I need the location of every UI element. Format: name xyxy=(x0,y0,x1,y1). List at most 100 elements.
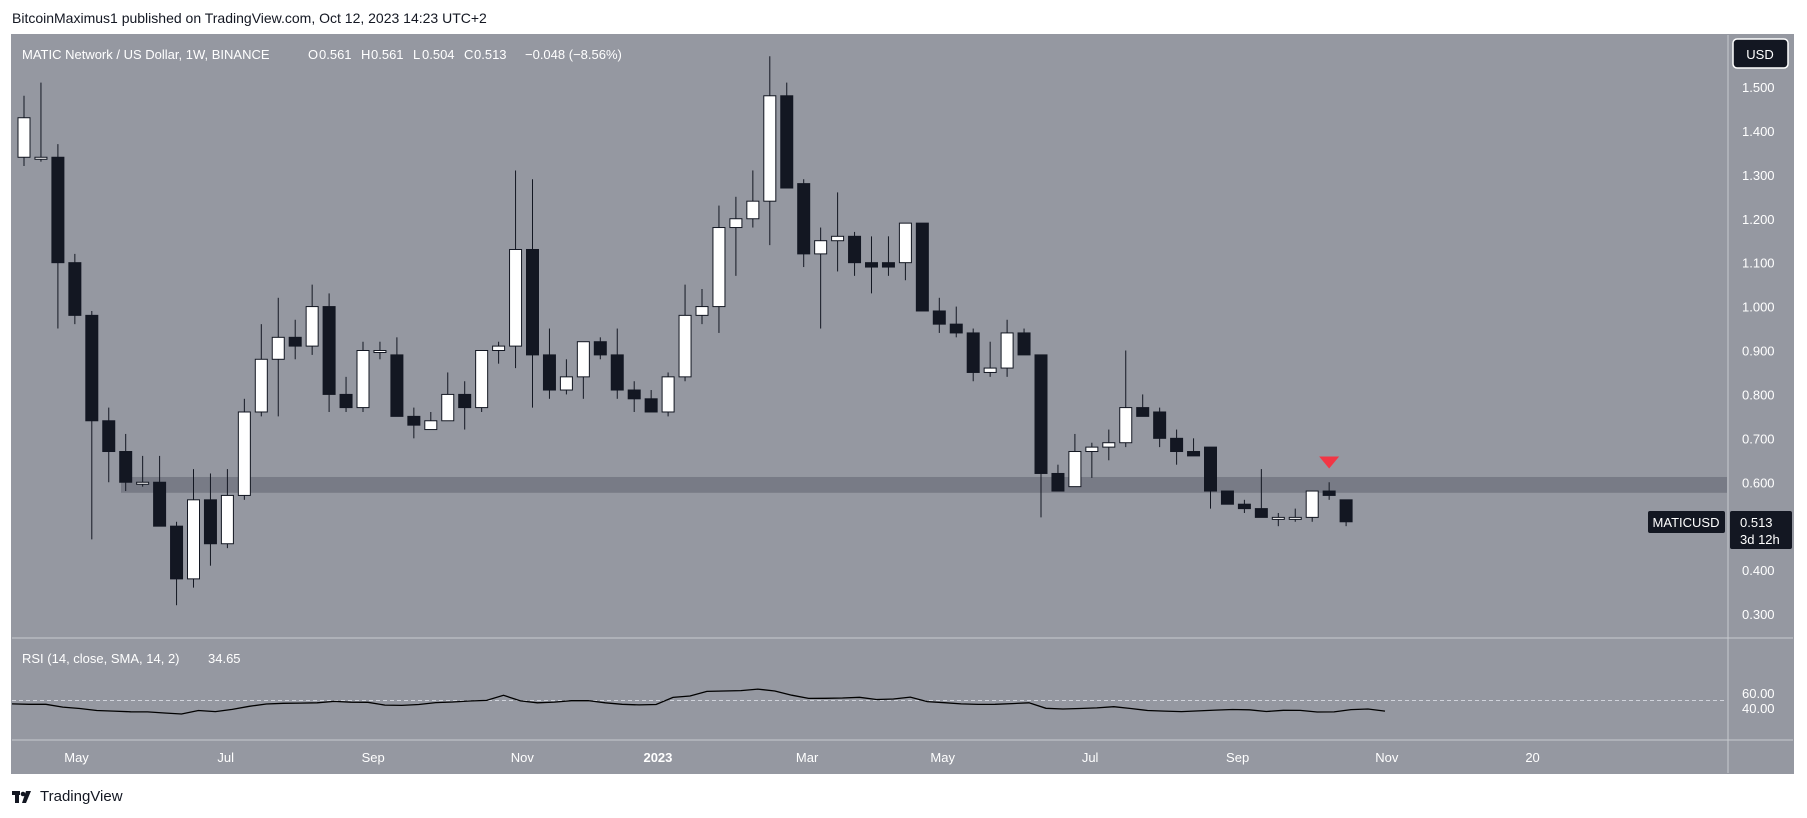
candle[interactable] xyxy=(1017,328,1031,356)
candle[interactable] xyxy=(1187,438,1201,457)
candle[interactable] xyxy=(865,236,878,294)
candle[interactable] xyxy=(1085,442,1099,478)
candle-body-down xyxy=(1220,490,1234,505)
candle[interactable] xyxy=(85,310,99,540)
candle[interactable] xyxy=(441,372,455,422)
candle[interactable] xyxy=(526,179,539,408)
currency-button[interactable] xyxy=(1732,38,1789,69)
ohlc-low-label: L xyxy=(413,47,420,62)
price-pane[interactable] xyxy=(12,35,1728,637)
candle[interactable] xyxy=(339,376,353,412)
candle[interactable] xyxy=(34,82,48,162)
candle[interactable] xyxy=(1220,490,1234,505)
candle[interactable] xyxy=(1136,394,1150,417)
rsi-scale[interactable] xyxy=(1729,639,1793,739)
candle[interactable] xyxy=(322,293,336,412)
candle[interactable] xyxy=(881,236,895,276)
candle-body-down xyxy=(119,451,133,483)
candle[interactable] xyxy=(644,390,658,413)
candle[interactable] xyxy=(780,82,794,189)
time-axis[interactable] xyxy=(12,741,1793,773)
candle[interactable] xyxy=(1271,512,1285,527)
candle[interactable] xyxy=(1034,354,1048,518)
candle[interactable] xyxy=(51,144,65,329)
candle[interactable] xyxy=(729,196,743,276)
candle[interactable] xyxy=(220,469,234,549)
candle[interactable] xyxy=(712,205,726,333)
candle[interactable] xyxy=(492,341,506,364)
candle-body-up xyxy=(729,218,743,229)
candle[interactable] xyxy=(763,56,777,246)
candle[interactable] xyxy=(424,411,438,431)
candle[interactable] xyxy=(509,170,523,369)
candle[interactable] xyxy=(678,284,692,382)
candle[interactable] xyxy=(1254,469,1268,518)
candle[interactable] xyxy=(102,407,116,483)
candle[interactable] xyxy=(187,469,200,588)
candle[interactable] xyxy=(627,381,641,412)
candle[interactable] xyxy=(1119,350,1133,448)
candle[interactable] xyxy=(559,359,573,395)
candle[interactable] xyxy=(237,398,251,500)
candle-body-down xyxy=(68,262,82,316)
candle[interactable] xyxy=(17,95,31,167)
tradingview-brand[interactable]: TradingView xyxy=(12,788,123,805)
candle[interactable] xyxy=(1237,499,1251,513)
candle[interactable] xyxy=(1339,499,1353,527)
candle[interactable] xyxy=(576,341,590,399)
candle[interactable] xyxy=(119,433,133,492)
candle-body-down xyxy=(85,314,99,422)
candle[interactable] xyxy=(170,521,184,606)
candle-body-up xyxy=(187,499,200,580)
candle[interactable] xyxy=(1102,429,1116,461)
candle[interactable] xyxy=(610,328,624,399)
candle[interactable] xyxy=(1204,446,1217,509)
candle[interactable] xyxy=(898,222,912,281)
candle[interactable] xyxy=(407,407,421,439)
candle[interactable] xyxy=(356,341,370,412)
candle[interactable] xyxy=(1288,508,1302,522)
candle[interactable] xyxy=(661,372,675,417)
candle[interactable] xyxy=(1153,407,1167,448)
candle[interactable] xyxy=(814,227,828,329)
candle[interactable] xyxy=(136,455,150,487)
candle[interactable] xyxy=(1305,490,1319,522)
candle-body-down xyxy=(1017,332,1031,356)
candle[interactable] xyxy=(373,341,387,360)
candle[interactable] xyxy=(593,337,607,360)
candle[interactable] xyxy=(475,350,489,412)
candle[interactable] xyxy=(1068,433,1082,488)
candle[interactable] xyxy=(1322,482,1336,500)
candle[interactable] xyxy=(983,341,997,377)
rsi-line[interactable] xyxy=(11,688,1386,715)
candle[interactable] xyxy=(203,473,217,566)
candle-body-down xyxy=(102,420,116,453)
candle[interactable] xyxy=(848,231,862,276)
time-axis-tick: Mar xyxy=(796,750,819,765)
candle[interactable] xyxy=(966,328,980,382)
candle[interactable] xyxy=(153,455,167,527)
candle[interactable] xyxy=(831,192,845,272)
rsi-pane[interactable] xyxy=(12,639,1728,739)
publish-line: BitcoinMaximus1 published on TradingView… xyxy=(12,10,487,26)
candle[interactable] xyxy=(542,328,556,399)
candle[interactable] xyxy=(1051,464,1065,492)
candle[interactable] xyxy=(932,297,946,333)
candle[interactable] xyxy=(797,179,811,268)
candle[interactable] xyxy=(305,284,319,355)
candle[interactable] xyxy=(390,337,404,417)
candle[interactable] xyxy=(271,297,285,417)
signal-arrow-icon xyxy=(1319,456,1340,469)
candle[interactable] xyxy=(288,319,302,360)
candle[interactable] xyxy=(746,170,760,228)
candle[interactable] xyxy=(68,253,82,325)
candle[interactable] xyxy=(1170,429,1184,465)
candle[interactable] xyxy=(695,289,709,325)
candle[interactable] xyxy=(1000,319,1014,377)
candle[interactable] xyxy=(949,306,963,338)
candle[interactable] xyxy=(458,381,472,430)
ohlc-change: −0.048 (−8.56%) xyxy=(525,47,622,62)
candle[interactable] xyxy=(915,222,929,312)
candle[interactable] xyxy=(254,324,268,417)
